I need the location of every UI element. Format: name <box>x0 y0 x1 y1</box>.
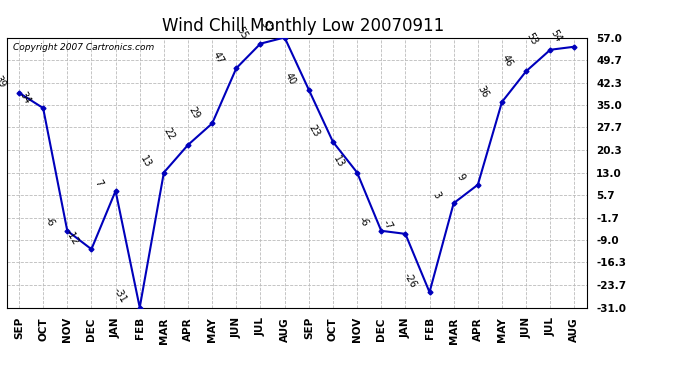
Text: 23: 23 <box>307 123 322 139</box>
Text: 34: 34 <box>17 90 32 105</box>
Text: 29: 29 <box>186 105 201 121</box>
Text: 40: 40 <box>283 71 297 87</box>
Text: 13: 13 <box>331 154 346 170</box>
Text: 54: 54 <box>549 28 563 44</box>
Text: 57: 57 <box>259 19 273 35</box>
Text: -6: -6 <box>43 214 56 228</box>
Text: -26: -26 <box>402 271 418 290</box>
Text: -6: -6 <box>357 214 370 228</box>
Text: -12: -12 <box>63 228 80 246</box>
Text: Wind Chill Monthly Low 20070911: Wind Chill Monthly Low 20070911 <box>162 17 445 35</box>
Text: 46: 46 <box>500 53 515 69</box>
Text: 47: 47 <box>210 50 225 65</box>
Text: 7: 7 <box>92 178 104 188</box>
Text: -31: -31 <box>112 286 128 305</box>
Text: 36: 36 <box>476 84 491 99</box>
Text: 22: 22 <box>162 126 177 142</box>
Text: 39: 39 <box>0 74 8 90</box>
Text: 53: 53 <box>524 31 539 47</box>
Text: 55: 55 <box>235 25 249 41</box>
Text: Copyright 2007 Cartronics.com: Copyright 2007 Cartronics.com <box>12 43 154 52</box>
Text: -7: -7 <box>381 217 394 231</box>
Text: 13: 13 <box>138 154 152 170</box>
Text: 9: 9 <box>455 172 466 182</box>
Text: 3: 3 <box>431 190 442 200</box>
